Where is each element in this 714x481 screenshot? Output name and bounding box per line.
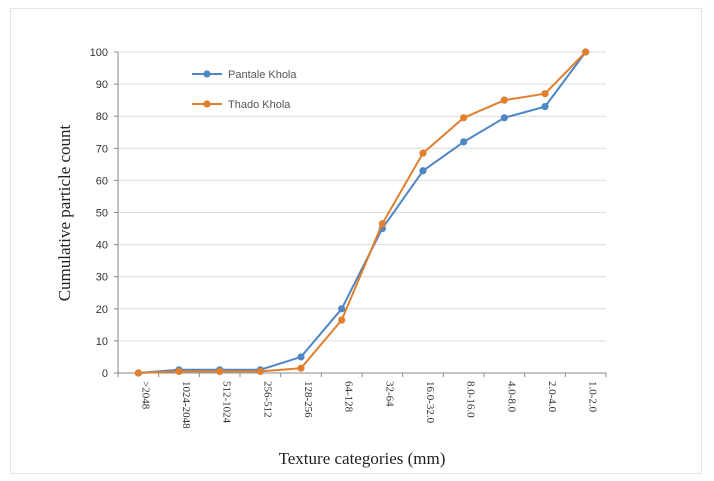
data-point: [541, 90, 549, 98]
data-point: [297, 364, 305, 372]
data-point: [500, 114, 508, 122]
data-point: [419, 167, 427, 175]
data-point: [134, 369, 142, 377]
data-point: [297, 353, 305, 361]
legend-swatch-marker: [203, 100, 211, 108]
y-axis-title: Cumulative particle count: [55, 124, 74, 301]
data-point: [216, 367, 224, 375]
x-tick-label: 1024-2048: [180, 381, 192, 429]
x-tick-label: 4.0-8.0: [505, 381, 517, 413]
legend: Pantale Khola Thado Khola: [192, 69, 297, 111]
x-tick-label: 16.0-32.0: [424, 381, 436, 424]
y-tick-label: 80: [96, 111, 108, 123]
data-point: [338, 316, 346, 324]
gridlines: [118, 51, 606, 342]
data-point: [460, 114, 468, 122]
x-tick-label: 256-512: [261, 381, 273, 418]
data-point: [419, 149, 427, 157]
y-tick-label: 0: [102, 368, 108, 380]
y-tick-label: 10: [96, 336, 108, 348]
legend-label: Pantale Khola: [228, 69, 297, 81]
data-point: [175, 367, 183, 375]
y-tick-label: 100: [90, 47, 108, 59]
legend-swatch-marker: [203, 70, 211, 78]
x-tick-label: 32-64: [383, 381, 395, 407]
axes: [114, 51, 607, 377]
data-point: [338, 305, 346, 313]
x-tick-label: 1.0-2.0: [587, 381, 599, 413]
y-tick-label: 40: [96, 240, 108, 252]
data-point: [582, 48, 590, 56]
x-tick-label: >2048: [139, 381, 151, 410]
x-tick-label: 8.0-16.0: [465, 381, 477, 418]
data-point: [500, 96, 508, 104]
y-tick-label: 20: [96, 304, 108, 316]
data-point: [378, 220, 386, 228]
series-line: [138, 51, 587, 374]
series-2: [134, 48, 590, 377]
data-point: [541, 102, 549, 111]
legend-label: Thado Khola: [228, 99, 291, 111]
x-axis-title: Texture categories (mm): [279, 449, 446, 468]
chart-frame: [10, 8, 702, 474]
y-tick-label: 90: [96, 79, 108, 91]
series-layer: [134, 48, 590, 377]
x-tick-label: 64-128: [343, 381, 355, 413]
x-tick-label: 128-256: [302, 381, 314, 418]
x-tick-label: 2.0-4.0: [546, 381, 558, 413]
legend-entry-1: Pantale Khola: [192, 69, 297, 81]
data-point: [256, 367, 264, 375]
x-tick-label: 512-1024: [221, 381, 233, 424]
x-tick-labels: >2048 1024-2048 512-1024 256-512 128-256 64-1…: [139, 381, 598, 429]
y-tick-label: 50: [96, 208, 108, 220]
y-tick-label: 70: [96, 143, 108, 155]
y-tick-labels: 0 10 20 30 40 50 60 70 80 90 100: [90, 47, 108, 380]
y-tick-label: 60: [96, 175, 108, 187]
legend-entry-2: Thado Khola: [192, 99, 291, 111]
data-point: [460, 138, 468, 146]
series-line: [138, 51, 587, 374]
y-tick-label: 30: [96, 272, 108, 284]
